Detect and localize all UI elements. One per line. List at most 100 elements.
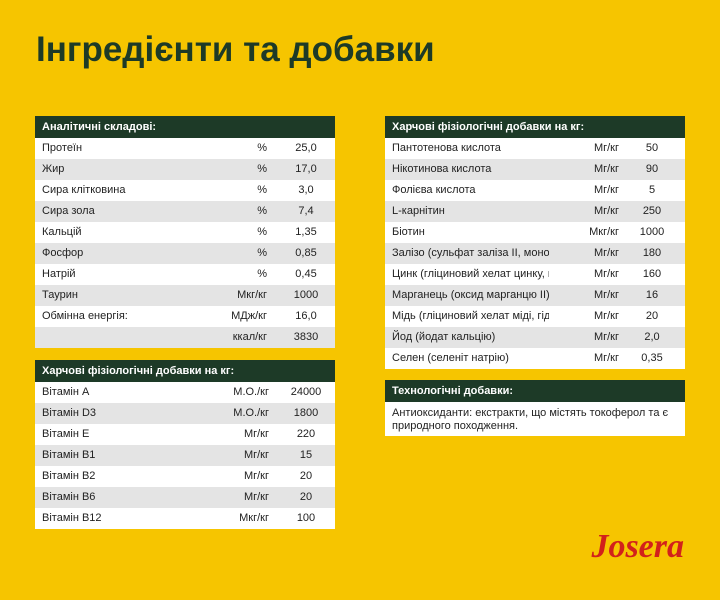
table-row: Жир% 17,0 <box>35 159 335 180</box>
table-row: Марганець (оксид марганцю II) Мг/кг 16 <box>385 285 685 306</box>
item-unit: Мг/кг <box>243 449 269 461</box>
table-row: Пантотенова кислота Мг/кг 50 <box>385 138 685 159</box>
table-row: Кальцій% 1,35 <box>35 222 335 243</box>
item-unit: Мг/кг <box>593 331 619 343</box>
table-row: Натрій% 0,45 <box>35 264 335 285</box>
item-unit: М.О./кг <box>233 407 269 419</box>
item-value: 250 <box>642 205 662 217</box>
item-name: Біотин <box>392 226 425 238</box>
item-name: Цинк (гліциновий хелат цинку, гідрат) <box>392 268 549 280</box>
item-unit: Мкг/кг <box>237 289 267 301</box>
item-name: L-карнітин <box>392 205 445 217</box>
item-unit: Мг/кг <box>593 142 619 154</box>
item-unit: Мг/кг <box>243 428 269 440</box>
table: Харчові фізіологічні добавки на кг: Панто… <box>385 116 685 369</box>
item-value: 17,0 <box>295 163 317 175</box>
item-name: Фосфор <box>42 247 84 259</box>
item-value: 5 <box>648 184 656 196</box>
table-header: Технологічні добавки: <box>385 380 685 402</box>
table-row: Цинк (гліциновий хелат цинку, гідрат) Мг/… <box>385 264 685 285</box>
item-unit: % <box>257 142 267 154</box>
item-unit: Мг/кг <box>593 352 619 364</box>
item-value: 0,85 <box>295 247 317 259</box>
item-unit: Мкг/кг <box>239 512 269 524</box>
item-name: Таурин <box>42 289 78 301</box>
table-row: Фосфор% 0,85 <box>35 243 335 264</box>
item-name: Вітамін D3 <box>42 407 97 419</box>
item-unit: Мг/кг <box>593 247 619 259</box>
table: Технологічні добавки: Антиоксиданти: екст… <box>385 380 685 436</box>
item-unit: Мг/кг <box>593 268 619 280</box>
item-unit: МДж/кг <box>231 310 267 322</box>
table-row: Таурин Мкг/кг 1000 <box>35 285 335 306</box>
table-text: Антиоксиданти: екстракти, що містять ток… <box>385 402 685 436</box>
item-unit: Мг/кг <box>593 163 619 175</box>
item-value: 16,0 <box>295 310 317 322</box>
item-unit: Мг/кг <box>593 310 619 322</box>
item-value: 3,0 <box>298 184 314 196</box>
item-value: 1,35 <box>295 226 317 238</box>
item-unit: % <box>257 268 267 280</box>
table-row: Вітамін А М.О./кг 24000 <box>35 382 335 403</box>
item-name: Пантотенова кислота <box>392 142 501 154</box>
item-name: Вітамін Е <box>42 428 90 440</box>
item-value: 1000 <box>293 289 319 301</box>
table-row: Сира зола% 7,4 <box>35 201 335 222</box>
item-unit: Мг/кг <box>593 289 619 301</box>
item-unit: % <box>257 247 267 259</box>
table: Харчові фізіологічні добавки на кг: Вітам… <box>35 360 335 529</box>
item-name: Вітамін В12 <box>42 512 102 524</box>
item-name: Нікотинова кислота <box>392 163 492 175</box>
table-row: Йод (йодат кальцію) Мг/кг 2,0 <box>385 327 685 348</box>
item-name: Йод (йодат кальцію) <box>392 331 496 343</box>
item-value: 0,45 <box>295 268 317 280</box>
item-name: Кальцій <box>42 226 82 238</box>
table-row: Нікотинова кислота Мг/кг 90 <box>385 159 685 180</box>
item-value: 20 <box>299 491 313 503</box>
item-value: 0,35 <box>641 352 663 364</box>
item-unit: М.О./кг <box>233 386 269 398</box>
item-name: Натрій <box>42 268 76 280</box>
item-value: 50 <box>645 142 659 154</box>
table-header: Харчові фізіологічні добавки на кг: <box>385 116 685 138</box>
table-row: Залізо (сульфат заліза II, моногідрат) Мг… <box>385 243 685 264</box>
item-value: 20 <box>299 470 313 482</box>
item-name: Протеїн <box>42 142 83 154</box>
item-value: 24000 <box>290 386 322 398</box>
table-row: Протеїн% 25,0 <box>35 138 335 159</box>
item-name <box>35 327 215 348</box>
item-value: 3830 <box>293 331 319 343</box>
item-name: Мідь (гліциновий хелат міді, гідрат) <box>392 310 549 322</box>
table-row: Вітамін Е Мг/кг 220 <box>35 424 335 445</box>
item-value: 100 <box>296 512 316 524</box>
item-name: Марганець (оксид марганцю II) <box>392 289 549 301</box>
item-unit: ккал/кг <box>232 331 267 343</box>
item-value: 25,0 <box>295 142 317 154</box>
item-name: Вітамін В2 <box>42 470 96 482</box>
table-row: Біотин Мкг/кг 1000 <box>385 222 685 243</box>
item-name: Сира зола <box>42 205 95 217</box>
item-unit: Мг/кг <box>243 491 269 503</box>
table-header: Аналітичні складові: <box>35 116 335 138</box>
item-value: 16 <box>645 289 659 301</box>
item-value: 90 <box>645 163 659 175</box>
item-value: 1800 <box>293 407 319 419</box>
table-row: L-карнітин Мг/кг 250 <box>385 201 685 222</box>
logo: Josera <box>591 528 684 565</box>
item-value: 180 <box>642 247 662 259</box>
item-name: Вітамін А <box>42 386 90 398</box>
item-name: Вітамін В6 <box>42 491 96 503</box>
item-value: 160 <box>642 268 662 280</box>
item-name: Селен (селеніт натрію) <box>392 352 509 364</box>
item-unit: % <box>257 226 267 238</box>
item-unit: Мг/кг <box>593 184 619 196</box>
table-row: Фолієва кислота Мг/кг 5 <box>385 180 685 201</box>
table: Аналітичні складові: Протеїн% 25,0 Жир% 17,0… <box>35 116 335 348</box>
table-row: Обмінна енергія: МДж/кг 16,0 <box>35 306 335 327</box>
item-name: Сира клітковина <box>42 184 126 196</box>
item-value: 7,4 <box>298 205 314 217</box>
item-name: Фолієва кислота <box>392 184 476 196</box>
table-row: Вітамін В1 Мг/кг 15 <box>35 445 335 466</box>
item-unit: % <box>257 184 267 196</box>
